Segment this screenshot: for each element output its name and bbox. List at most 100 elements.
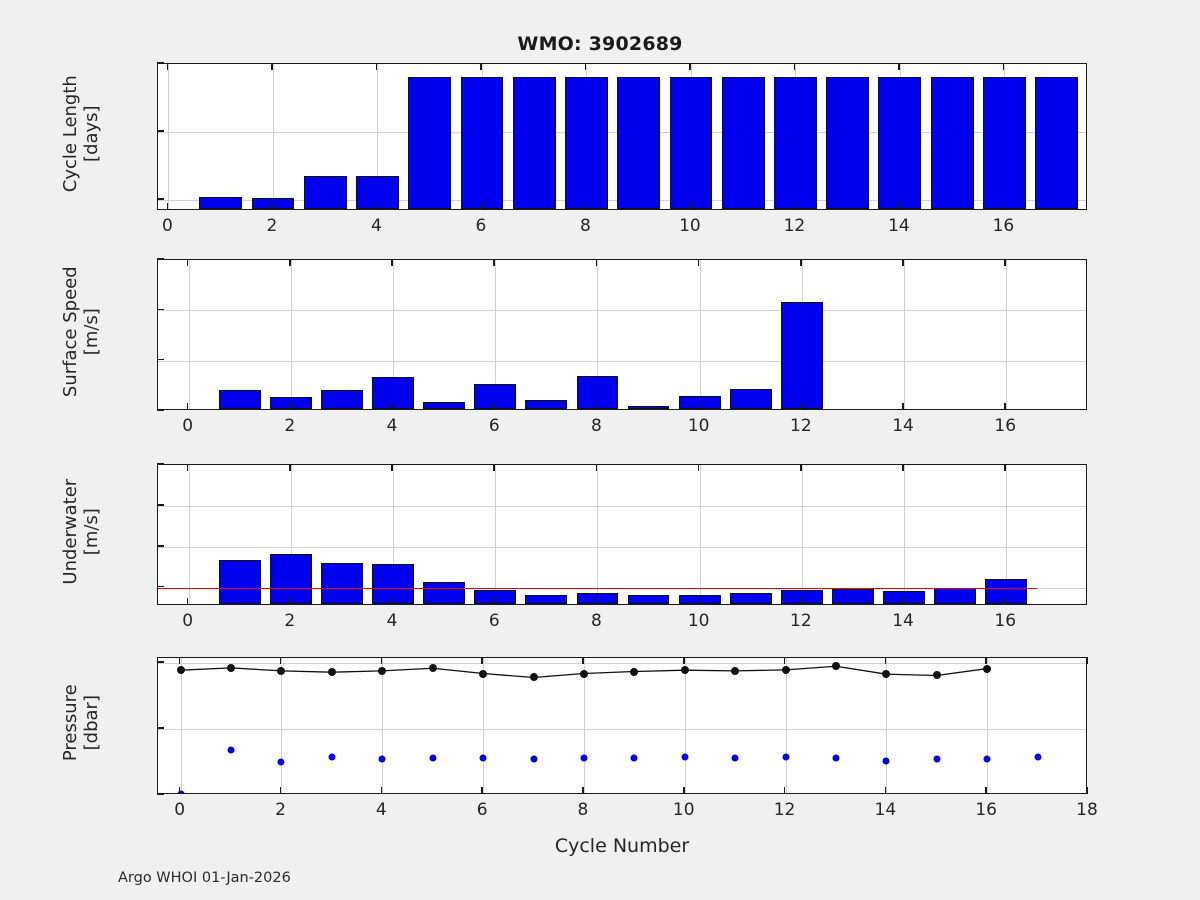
xtick-mark-top-5 xyxy=(697,259,700,266)
gridline-x-8 xyxy=(987,658,989,793)
gridline-y-1 xyxy=(158,728,1086,730)
xtick-mark-bottom-1 xyxy=(279,787,282,794)
xtick-mark-top-0 xyxy=(178,657,181,664)
xtick-mark-bottom-6 xyxy=(783,787,786,794)
marker-park-pressure-15 xyxy=(933,755,941,763)
bar-cycle-3 xyxy=(303,176,347,209)
xtick-mark-bottom-4 xyxy=(595,598,598,605)
marker-profile-pressure-10 xyxy=(680,666,689,675)
xtick-label-0: 0 xyxy=(182,416,194,436)
xtick-mark-top-8 xyxy=(985,657,987,664)
xtick-mark-top-2 xyxy=(391,259,393,266)
bar-cycle-6 xyxy=(460,76,504,209)
marker-park-pressure-9 xyxy=(630,754,638,762)
gridline-x-0 xyxy=(168,64,170,209)
xtick-mark-bottom-7 xyxy=(902,598,904,605)
bar-cycle-15 xyxy=(934,587,977,604)
bar-cycle-14 xyxy=(878,76,922,209)
marker-profile-pressure-8 xyxy=(579,669,588,678)
xtick-mark-bottom-5 xyxy=(697,403,700,410)
gridline-x-7 xyxy=(904,260,906,409)
xtick-mark-bottom-5 xyxy=(697,598,700,605)
xtick-mark-top-6 xyxy=(800,259,802,266)
series-line-profile-pressure xyxy=(180,665,988,679)
gridline-y-1 xyxy=(158,505,1086,507)
xtick-mark-top-1 xyxy=(289,259,291,266)
xtick-label-6: 12 xyxy=(783,216,806,236)
gridline-x-0 xyxy=(180,658,182,793)
plot-area-surface-speed xyxy=(157,259,1087,410)
reference-line-underwater-speed xyxy=(158,587,1037,590)
gridline-y-1 xyxy=(158,310,1086,312)
xtick-mark-top-7 xyxy=(902,464,904,471)
xtick-label-9: 18 xyxy=(1076,800,1098,820)
xtick-label-1: 2 xyxy=(284,416,296,436)
marker-park-pressure-13 xyxy=(832,754,840,762)
xtick-mark-bottom-2 xyxy=(380,787,383,794)
xtick-label-4: 8 xyxy=(591,416,602,436)
bar-cycle-4 xyxy=(372,563,414,604)
gridline-y-2 xyxy=(158,662,1086,664)
marker-park-pressure-3 xyxy=(328,753,336,761)
bar-cycle-2 xyxy=(251,198,295,209)
bar-cycle-10 xyxy=(669,76,713,209)
marker-profile-pressure-2 xyxy=(277,666,286,675)
bar-cycle-8 xyxy=(576,376,619,409)
xtick-mark-top-0 xyxy=(166,63,169,70)
xtick-mark-bottom-3 xyxy=(481,787,483,794)
xtick-mark-bottom-2 xyxy=(391,598,393,605)
xtick-mark-bottom-3 xyxy=(493,403,496,410)
xtick-mark-top-4 xyxy=(595,259,598,266)
bar-cycle-14 xyxy=(883,590,925,604)
bar-cycle-6 xyxy=(474,383,517,409)
ytick-mark-3 xyxy=(157,409,164,411)
xtick-mark-top-9 xyxy=(1086,657,1088,664)
marker-profile-pressure-11 xyxy=(731,666,740,675)
marker-park-pressure-5 xyxy=(429,754,437,762)
marker-park-pressure-7 xyxy=(530,755,538,763)
bar-cycle-4 xyxy=(356,176,399,209)
bar-cycle-7 xyxy=(525,400,568,409)
marker-park-pressure-2 xyxy=(277,758,285,766)
xtick-label-2: 4 xyxy=(386,416,398,436)
marker-profile-pressure-5 xyxy=(428,664,437,673)
bar-cycle-12 xyxy=(780,301,823,409)
gridline-x-6 xyxy=(785,658,787,793)
ytick-mark-2 xyxy=(157,661,164,663)
gridline-x-2 xyxy=(377,64,379,209)
xtick-mark-top-8 xyxy=(1004,259,1007,266)
xtick-mark-bottom-6 xyxy=(800,403,802,410)
xtick-mark-bottom-3 xyxy=(493,598,496,605)
gridline-x-4 xyxy=(583,658,585,793)
xtick-mark-bottom-5 xyxy=(682,787,685,794)
marker-profile-pressure-3 xyxy=(327,668,336,677)
marker-profile-pressure-6 xyxy=(479,669,488,678)
xtick-mark-bottom-6 xyxy=(800,598,802,605)
xtick-mark-bottom-0 xyxy=(178,787,181,794)
xtick-label-3: 6 xyxy=(488,416,500,436)
marker-profile-pressure-4 xyxy=(378,666,387,675)
gridline-x-1 xyxy=(272,64,274,209)
xtick-mark-top-3 xyxy=(481,657,483,664)
bar-cycle-7 xyxy=(512,76,556,209)
xtick-mark-top-6 xyxy=(800,464,802,471)
gridline-x-4 xyxy=(597,465,599,604)
xtick-mark-bottom-4 xyxy=(584,203,587,210)
marker-park-pressure-6 xyxy=(479,754,487,762)
xtick-mark-top-5 xyxy=(682,657,685,664)
bar-cycle-16 xyxy=(982,76,1026,209)
bar-cycle-13 xyxy=(826,76,870,209)
xtick-label-2: 4 xyxy=(386,611,398,631)
xtick-mark-top-2 xyxy=(391,464,393,471)
bar-cycle-1 xyxy=(218,389,261,409)
ytick-mark-0 xyxy=(157,258,164,260)
gridline-x-5 xyxy=(699,260,701,409)
bar-cycle-5 xyxy=(423,402,466,409)
xtick-mark-bottom-9 xyxy=(1086,787,1088,794)
gridline-x-7 xyxy=(904,465,906,604)
xtick-mark-bottom-2 xyxy=(375,203,378,210)
bar-cycle-5 xyxy=(408,76,452,209)
marker-profile-pressure-16 xyxy=(983,664,992,673)
marker-profile-pressure-12 xyxy=(781,665,790,674)
plot-area-cycle-length xyxy=(157,63,1087,210)
